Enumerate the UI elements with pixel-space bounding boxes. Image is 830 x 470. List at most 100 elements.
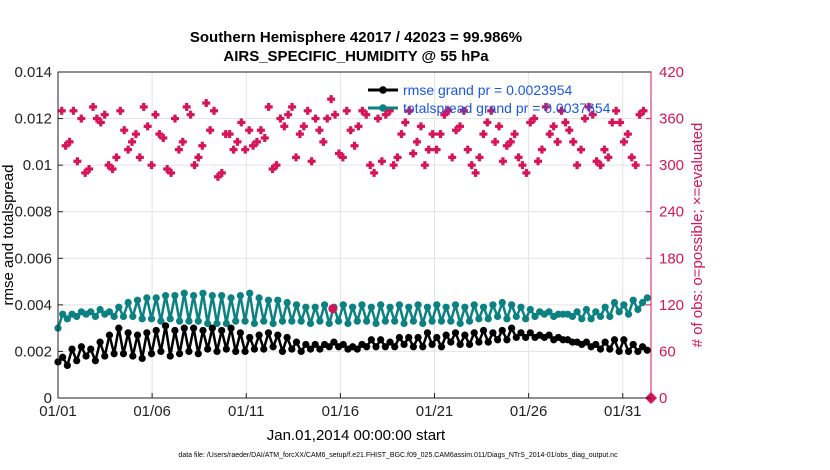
spread-point — [400, 319, 408, 328]
obs-point-v — [442, 110, 446, 119]
rmse-point — [372, 343, 380, 351]
spread-point — [493, 312, 502, 321]
rmse-point — [175, 350, 184, 358]
rmse-point — [185, 347, 193, 356]
obs-point-v — [235, 137, 240, 146]
obs-point — [373, 114, 382, 123]
spread-point — [143, 294, 151, 302]
obs-point — [241, 145, 250, 154]
y-left-tick-label: 0 — [44, 390, 52, 407]
legend-rmse-marker — [379, 86, 387, 94]
obs-point — [549, 122, 558, 131]
spread-point — [152, 294, 160, 302]
obs-point-v — [583, 114, 587, 123]
obs-point-v — [165, 165, 169, 174]
obs-point-v — [637, 110, 642, 119]
spread-point — [194, 317, 202, 325]
obs-point-v — [528, 118, 532, 127]
rmse-point — [606, 345, 614, 353]
rmse-point — [610, 336, 619, 344]
obs-point-v — [212, 106, 216, 115]
obs-point-v — [114, 153, 119, 162]
obs-point — [393, 153, 402, 162]
obs-point — [280, 122, 289, 131]
obs-point — [233, 137, 242, 146]
obs-point-v — [606, 153, 610, 162]
obs-point — [342, 106, 351, 115]
rmse-point — [129, 352, 137, 360]
obs-point — [588, 110, 597, 119]
rmse-point — [161, 322, 170, 330]
legend-rmse-label: rmse grand pr = 0.0023954 — [403, 82, 572, 98]
annotation-marker — [328, 304, 338, 314]
spread-point — [133, 296, 142, 304]
obs-point-v — [310, 157, 314, 166]
obs-point-v — [138, 153, 142, 162]
obs-point-v — [267, 102, 271, 111]
obs-point — [167, 168, 176, 177]
obs-point — [623, 130, 632, 139]
x-tick-label: 01/16 — [322, 403, 360, 420]
spread-point — [105, 308, 114, 316]
obs-point — [487, 106, 496, 115]
spread-point — [339, 301, 347, 309]
obs-point-v — [505, 141, 509, 150]
obs-point-v — [450, 153, 454, 162]
obs-point-v — [306, 106, 310, 115]
rmse-point — [522, 333, 530, 342]
obs-point — [131, 130, 140, 139]
obs-point — [522, 168, 531, 177]
spread-point — [531, 312, 539, 321]
spread-point — [391, 317, 399, 325]
rmse-point — [194, 350, 202, 358]
rmse-point — [68, 345, 76, 353]
spread-point — [246, 289, 254, 297]
spread-point — [451, 301, 460, 309]
obs-point — [334, 149, 343, 158]
spread-point — [260, 317, 268, 325]
obs-point — [186, 110, 195, 119]
obs-point — [455, 122, 464, 131]
spread-point — [592, 308, 600, 316]
obs-point — [463, 145, 472, 154]
obs-point-v — [446, 106, 450, 115]
obs-point-v — [79, 114, 83, 123]
rmse-point — [484, 338, 492, 346]
obs-point — [85, 165, 94, 174]
obs-point-v — [204, 99, 208, 108]
obs-point — [159, 133, 168, 142]
obs-point-v — [177, 145, 181, 154]
spread-point — [615, 308, 623, 316]
rmse-point — [367, 336, 375, 344]
obs-point-v — [188, 110, 193, 119]
rmse-point — [232, 347, 240, 356]
rmse-point — [363, 343, 371, 351]
obs-point-v — [509, 137, 513, 146]
obs-point-v — [75, 157, 79, 166]
obs-point-v — [634, 161, 638, 170]
obs-point — [545, 130, 554, 139]
obs-point-v — [153, 110, 158, 119]
obs-point — [174, 145, 183, 154]
obs-point — [506, 137, 515, 146]
legend-spread-label: totalspread grand pr = 0.0037654 — [403, 100, 611, 116]
y-right-tick-label: 420 — [659, 64, 684, 81]
spread-point — [377, 301, 385, 309]
obs-point-v — [321, 137, 325, 146]
obs-point — [327, 95, 336, 104]
obs-point — [288, 102, 297, 111]
obs-point-v — [552, 122, 556, 131]
rmse-point — [157, 347, 165, 356]
spread-point — [568, 312, 577, 321]
obs-point — [295, 130, 304, 139]
obs-point — [65, 137, 74, 146]
rmse-point — [278, 347, 287, 356]
rmse-point — [213, 347, 221, 356]
obs-point-v — [345, 106, 349, 115]
obs-point-v — [626, 130, 630, 139]
rmse-point — [101, 352, 109, 360]
obs-point — [182, 102, 191, 111]
y-left-tick-label: 0.006 — [14, 250, 52, 267]
spread-point — [218, 291, 226, 300]
obs-point — [448, 153, 457, 162]
